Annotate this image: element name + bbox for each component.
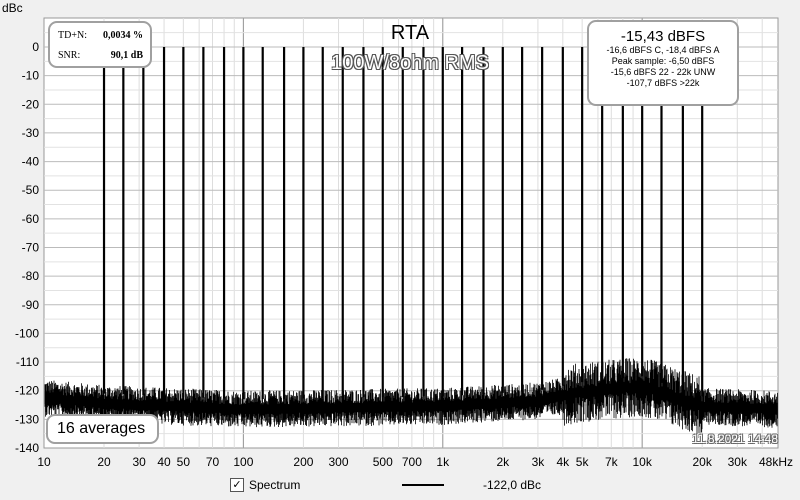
- timestamp: 11.8.2021 14:48: [692, 432, 778, 446]
- level-readout-box: -15,43 dBFS -16,6 dBFS C, -18,4 dBFS A P…: [587, 20, 739, 106]
- y-tick-label: 0: [32, 40, 39, 54]
- axis-tick-labels: 0 -10 -20 -30 -40 -50 -60 -70 -80 -90 -100 -110 -120…: [15, 40, 748, 469]
- x-tick-label: 10k: [632, 455, 652, 469]
- chart-subtitle: 100W/8ohm RMS: [331, 52, 489, 74]
- y-tick-label: -10: [22, 69, 40, 83]
- y-tick-label: -140: [15, 441, 39, 455]
- x-tick-label: 7k: [605, 455, 619, 469]
- y-tick-label: -100: [15, 326, 39, 340]
- y-tick-label: -130: [15, 412, 39, 426]
- chart-title: RTA: [390, 22, 430, 44]
- level-main-value: -15,43 dBFS: [620, 28, 706, 45]
- distortion-readout-box: TD+N: 0,0034 % SNR: 90,1 dB: [48, 21, 152, 68]
- y-tick-label: -70: [22, 241, 40, 255]
- x-tick-label: 300: [329, 455, 349, 469]
- x-tick-label: 4k: [556, 455, 570, 469]
- x-tick-label: 30: [132, 455, 146, 469]
- x-tick-label: 20k: [693, 455, 713, 469]
- spectrum-series: [44, 47, 778, 434]
- x-tick-label: 10: [37, 455, 51, 469]
- x-tick-label: 500: [373, 455, 393, 469]
- x-tick-label: 2k: [496, 455, 510, 469]
- y-tick-label: -80: [22, 269, 40, 283]
- y-tick-label: -50: [22, 183, 40, 197]
- y-tick-label: -110: [16, 355, 39, 369]
- legend-cursor-value: -122,0 dBc: [483, 478, 542, 492]
- unweighted-level-line: -15,6 dBFS 22 - 22k UNW: [610, 67, 716, 77]
- spectrum-noise-floor: [44, 358, 778, 434]
- td-n-label: TD+N:: [58, 30, 87, 41]
- x-tick-label: 5k: [576, 455, 590, 469]
- level-weighted-line: -16,6 dBFS C, -18,4 dBFS A: [606, 45, 720, 55]
- snr-value: 90,1 dB: [110, 50, 143, 61]
- x-tick-label: 70: [206, 455, 220, 469]
- ultrasonic-level-line: -107,7 dBFS >22k: [626, 78, 700, 88]
- x-tick-label: 40: [157, 455, 171, 469]
- x-tick-label: 700: [402, 455, 422, 469]
- x-axis-unit-label: 48kHz: [759, 455, 794, 469]
- x-tick-label: 3k: [532, 455, 546, 469]
- peak-sample-line: Peak sample: -6,50 dBFS: [611, 56, 715, 66]
- averages-box: 16 averages: [46, 414, 159, 444]
- y-tick-label: -60: [22, 212, 40, 226]
- y-tick-label: -20: [22, 97, 40, 111]
- x-tick-label: 50: [177, 455, 191, 469]
- x-tick-label: 100: [233, 455, 253, 469]
- x-tick-label: 30k: [728, 455, 748, 469]
- x-tick-label: 20: [97, 455, 111, 469]
- x-tick-label: 1k: [436, 455, 450, 469]
- legend-series-name: Spectrum: [249, 478, 301, 492]
- snr-label: SNR:: [58, 50, 81, 61]
- spectrum-visibility-checkbox[interactable]: ✓: [230, 478, 244, 492]
- y-tick-label: -40: [22, 155, 40, 169]
- y-tick-label: -90: [22, 298, 40, 312]
- legend-line-swatch: [402, 484, 444, 486]
- td-n-value: 0,0034 %: [103, 30, 143, 41]
- y-tick-label: -30: [22, 126, 40, 140]
- y-tick-label: -120: [15, 384, 39, 398]
- averages-label: 16 averages: [57, 420, 146, 437]
- y-axis-unit-label: dBc: [2, 1, 23, 15]
- x-tick-label: 200: [293, 455, 313, 469]
